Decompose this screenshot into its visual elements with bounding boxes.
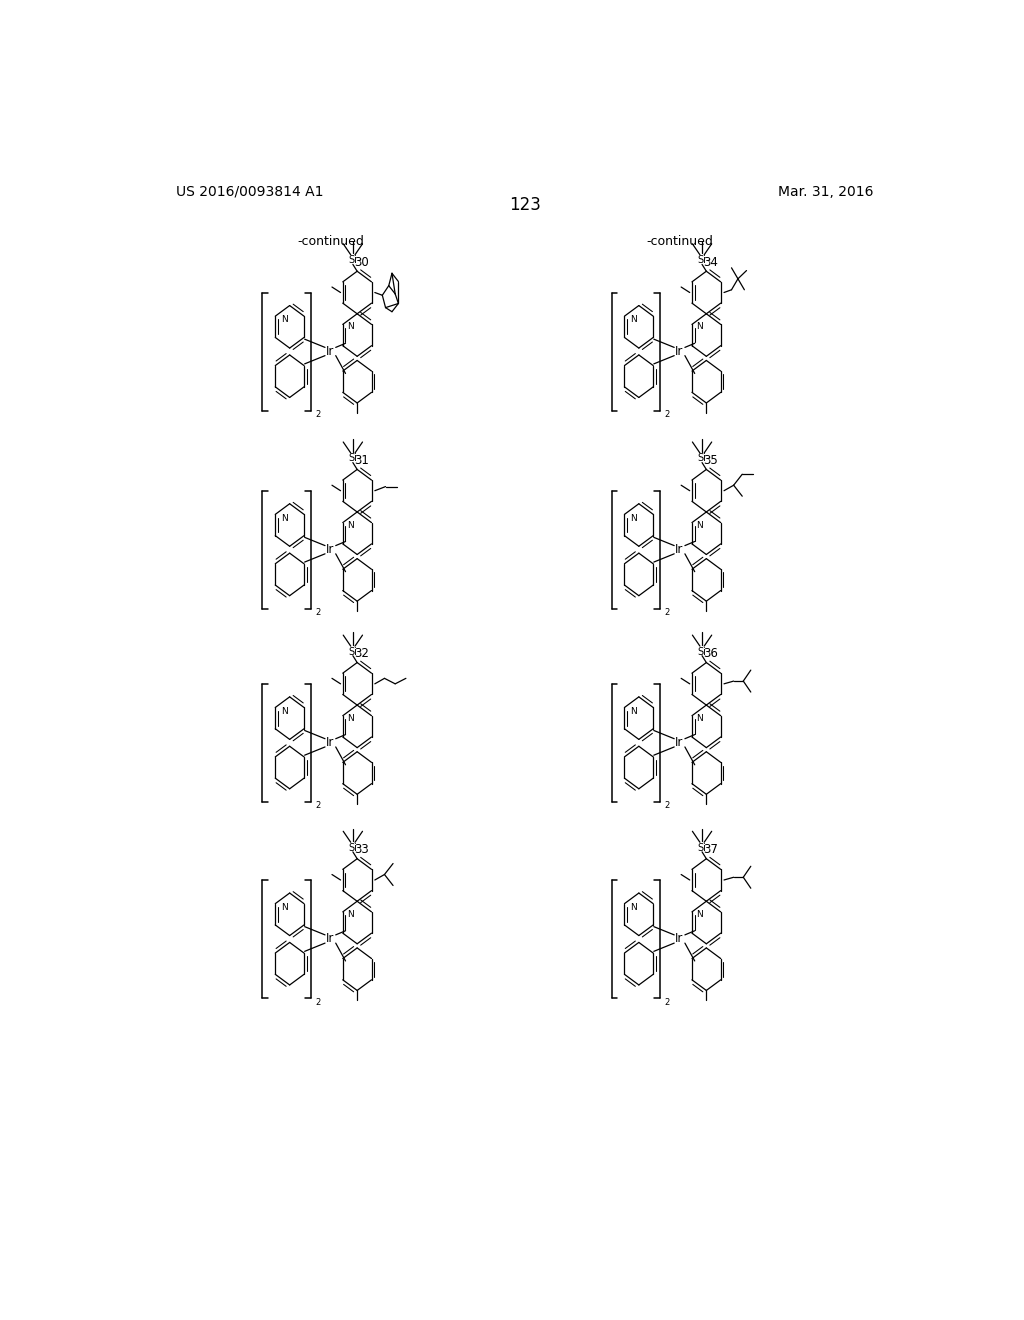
Text: Si: Si — [348, 454, 357, 463]
Text: N: N — [281, 513, 288, 523]
Text: N: N — [281, 315, 288, 325]
Text: N: N — [696, 909, 703, 919]
Text: N: N — [630, 706, 637, 715]
Text: Ir: Ir — [327, 544, 335, 556]
Text: N: N — [281, 903, 288, 912]
Text: N: N — [347, 520, 354, 529]
Text: -continued: -continued — [297, 235, 364, 248]
Text: Si: Si — [697, 255, 707, 265]
Text: N: N — [347, 714, 354, 722]
Text: 33: 33 — [354, 843, 369, 857]
Text: 2: 2 — [665, 801, 670, 810]
Text: Ir: Ir — [327, 932, 335, 945]
Text: 2: 2 — [315, 998, 321, 1007]
Text: 2: 2 — [315, 801, 321, 810]
Text: N: N — [696, 520, 703, 529]
Text: Ir: Ir — [676, 737, 684, 750]
Text: Ir: Ir — [327, 737, 335, 750]
Text: -continued: -continued — [646, 235, 713, 248]
Text: Si: Si — [697, 647, 707, 656]
Text: 31: 31 — [354, 454, 369, 467]
Text: Si: Si — [348, 255, 357, 265]
Text: Ir: Ir — [676, 932, 684, 945]
Text: 2: 2 — [315, 609, 321, 618]
Text: N: N — [347, 909, 354, 919]
Text: N: N — [281, 706, 288, 715]
Text: N: N — [630, 513, 637, 523]
Text: Si: Si — [348, 842, 357, 853]
Text: N: N — [630, 903, 637, 912]
Text: Ir: Ir — [676, 345, 684, 358]
Text: Mar. 31, 2016: Mar. 31, 2016 — [778, 185, 873, 199]
Text: 123: 123 — [509, 197, 541, 214]
Text: 2: 2 — [315, 411, 321, 420]
Text: 34: 34 — [703, 256, 718, 269]
Text: 37: 37 — [703, 843, 718, 857]
Text: Si: Si — [697, 842, 707, 853]
Text: Si: Si — [348, 647, 357, 656]
Text: US 2016/0093814 A1: US 2016/0093814 A1 — [176, 185, 324, 199]
Text: N: N — [696, 322, 703, 331]
Text: Si: Si — [697, 454, 707, 463]
Text: N: N — [347, 322, 354, 331]
Text: 36: 36 — [703, 647, 718, 660]
Text: Ir: Ir — [676, 544, 684, 556]
Text: 30: 30 — [354, 256, 369, 269]
Text: N: N — [696, 714, 703, 722]
Text: 2: 2 — [665, 998, 670, 1007]
Text: Ir: Ir — [327, 345, 335, 358]
Text: 32: 32 — [354, 647, 369, 660]
Text: 35: 35 — [703, 454, 718, 467]
Text: N: N — [630, 315, 637, 325]
Text: 2: 2 — [665, 411, 670, 420]
Text: 2: 2 — [665, 609, 670, 618]
